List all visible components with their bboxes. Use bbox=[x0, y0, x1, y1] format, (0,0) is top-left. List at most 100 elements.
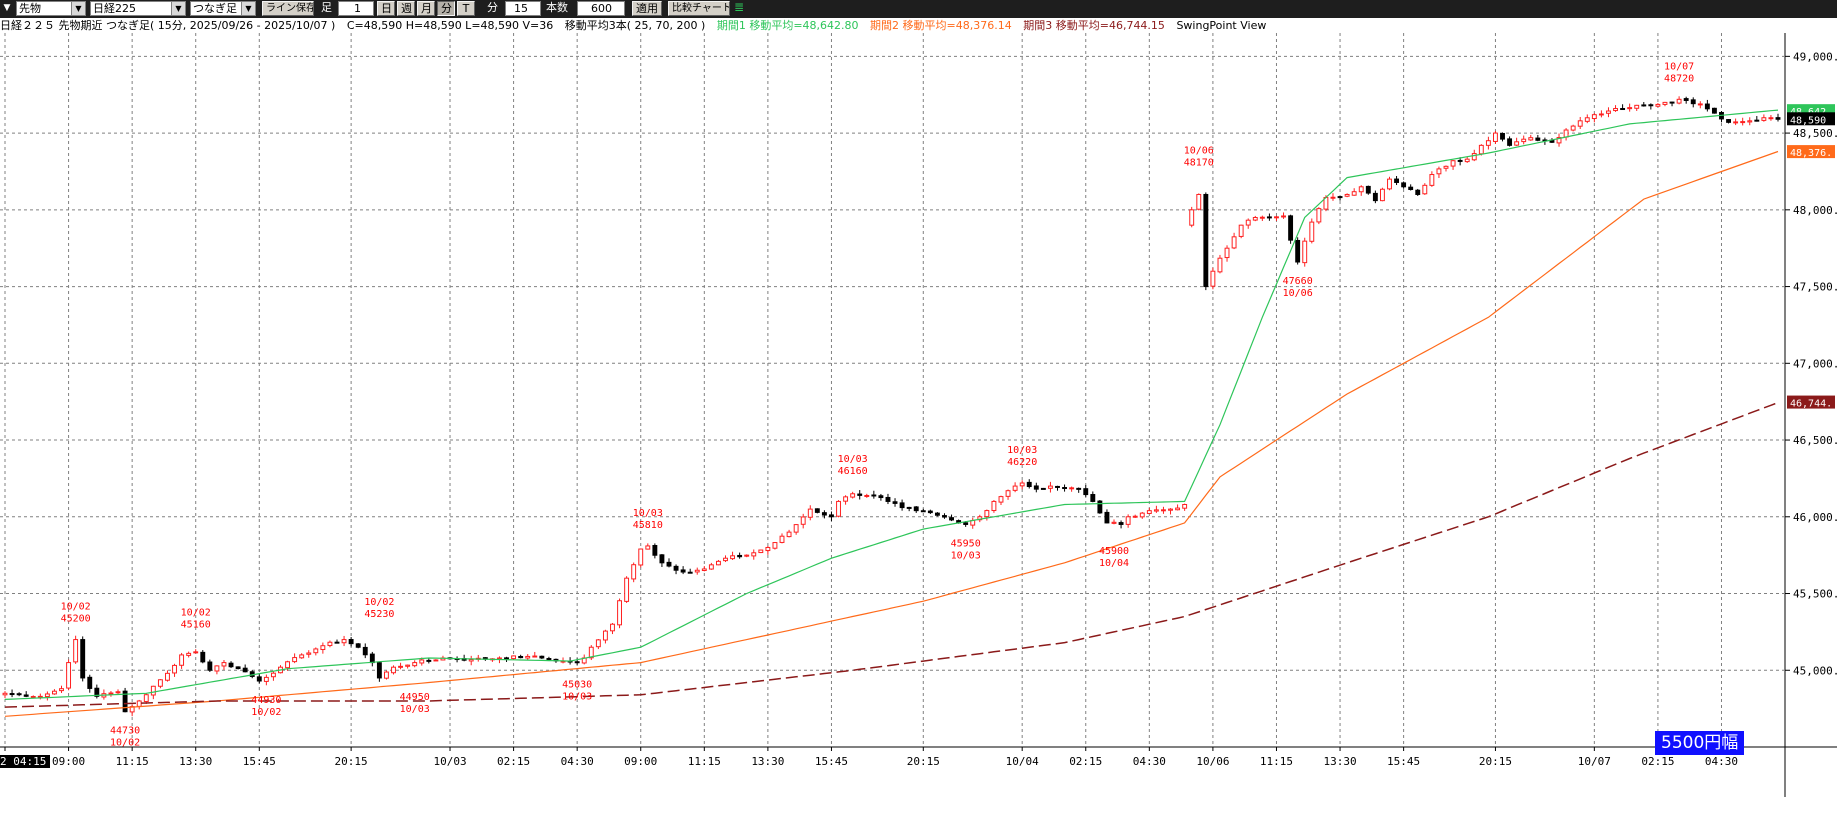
candle-up bbox=[1697, 103, 1703, 106]
swing-annotation-value: 45950 bbox=[951, 538, 981, 549]
candle-down bbox=[23, 694, 29, 697]
candle-up bbox=[1302, 240, 1308, 264]
day-button[interactable]: 日 bbox=[377, 1, 395, 16]
x-tick-label: 20:15 bbox=[335, 755, 368, 768]
candle-up bbox=[193, 651, 199, 654]
candle-down bbox=[539, 655, 545, 659]
candle-up bbox=[1634, 104, 1640, 109]
candle-down bbox=[1535, 137, 1541, 141]
compare-chart-button[interactable]: 比較チャート bbox=[668, 1, 730, 16]
candle-up bbox=[1189, 209, 1195, 226]
candle-up bbox=[807, 508, 813, 518]
candle-up bbox=[150, 685, 156, 696]
candle-up bbox=[708, 564, 714, 570]
swing-annotation-date: 10/06 bbox=[1184, 146, 1214, 157]
swing-annotation-value: 48720 bbox=[1664, 73, 1694, 84]
candle-up bbox=[772, 542, 778, 549]
candle-up bbox=[419, 659, 425, 664]
candle-down bbox=[1775, 117, 1781, 120]
interval-input[interactable]: 15 bbox=[505, 1, 541, 16]
candle-up bbox=[1556, 137, 1562, 144]
candle-up bbox=[327, 641, 333, 647]
candle-up bbox=[313, 648, 319, 654]
week-button[interactable]: 週 bbox=[397, 1, 415, 16]
candle-up bbox=[73, 639, 79, 663]
candle-up bbox=[1168, 508, 1173, 511]
candle-up bbox=[1132, 515, 1138, 518]
candle-up bbox=[1259, 216, 1265, 219]
candle-up bbox=[1471, 153, 1477, 161]
candle-down bbox=[1026, 481, 1032, 488]
candle-up bbox=[1238, 224, 1244, 237]
candle-up bbox=[1429, 174, 1435, 186]
count-input[interactable]: 600 bbox=[577, 1, 625, 16]
candle-up bbox=[66, 662, 72, 689]
candle-up bbox=[532, 655, 538, 658]
candle-up bbox=[1740, 121, 1746, 124]
market-select[interactable]: 先物 ▼ bbox=[16, 1, 86, 16]
x-tick-label: 13:30 bbox=[179, 755, 212, 768]
candle-up bbox=[1570, 125, 1576, 131]
candle-up bbox=[1330, 196, 1336, 199]
candle-down bbox=[885, 496, 891, 502]
candle-down bbox=[913, 506, 919, 512]
candle-up bbox=[638, 548, 644, 566]
foot-value-input[interactable]: 1 bbox=[338, 1, 374, 16]
menu-arrow-icon[interactable]: ▼ bbox=[3, 3, 11, 13]
candle-up bbox=[744, 554, 750, 557]
candle-up bbox=[511, 655, 517, 660]
candle-down bbox=[680, 569, 686, 573]
x-tick-label: 15:45 bbox=[1387, 755, 1420, 768]
candle-down bbox=[920, 510, 926, 513]
candle-down bbox=[1266, 216, 1272, 219]
candle-down bbox=[878, 495, 884, 499]
candle-down bbox=[906, 506, 912, 509]
swing-annotation-date: 10/03 bbox=[1007, 445, 1037, 456]
y-tick-label: 47,000. bbox=[1793, 357, 1837, 370]
y-tick-label: 47,500. bbox=[1793, 281, 1837, 294]
candle-down bbox=[1394, 178, 1400, 183]
apply-button[interactable]: 適用 bbox=[632, 1, 662, 16]
x-tick-label: 04:30 bbox=[1705, 755, 1738, 768]
y-tick-label: 45,500. bbox=[1793, 588, 1837, 601]
candle-up bbox=[186, 652, 192, 656]
swingpoint-view-label: SwingPoint View bbox=[1176, 19, 1267, 32]
swing-annotation-date: 10/02 bbox=[364, 597, 394, 608]
candle-up bbox=[44, 693, 50, 698]
swing-annotation-value: 47660 bbox=[1283, 276, 1313, 287]
minute-button[interactable]: 分 bbox=[437, 1, 455, 16]
x-tick-label: 02:15 bbox=[497, 755, 530, 768]
candle-down bbox=[1726, 119, 1731, 123]
candle-up bbox=[1316, 208, 1322, 223]
candle-up bbox=[1450, 160, 1456, 167]
candle-down bbox=[1507, 138, 1513, 146]
candlestick-chart[interactable]: 45,000. 45,500. 46,000. 46,500. 47,000. 47,50… bbox=[0, 33, 1837, 814]
candle-up bbox=[1153, 509, 1159, 512]
candle-down bbox=[546, 658, 552, 661]
candle-up bbox=[383, 671, 389, 679]
candle-down bbox=[369, 653, 375, 664]
candle-up bbox=[624, 577, 630, 602]
indicator-lines-icon[interactable]: ≣ bbox=[734, 1, 745, 14]
candle-up bbox=[850, 493, 856, 498]
candle-up bbox=[1613, 108, 1618, 112]
candle-down bbox=[574, 661, 580, 664]
candle-down bbox=[504, 657, 509, 660]
candle-up bbox=[694, 569, 700, 573]
candle-down bbox=[1033, 485, 1039, 490]
candle-down bbox=[1076, 487, 1082, 490]
candle-up bbox=[1528, 137, 1534, 141]
swing-annotation-date: 10/03 bbox=[951, 550, 981, 561]
tick-button[interactable]: T bbox=[457, 1, 475, 16]
swing-annotation-date: 10/02 bbox=[61, 602, 91, 613]
x-current-label-bg bbox=[0, 755, 50, 768]
month-button[interactable]: 月 bbox=[417, 1, 435, 16]
candle-down bbox=[1754, 119, 1760, 122]
candle-up bbox=[179, 654, 185, 666]
index-select[interactable]: 日経225 ▼ bbox=[90, 1, 186, 16]
candle-down bbox=[348, 639, 354, 645]
candle-up bbox=[617, 600, 622, 626]
line-save-button[interactable]: ライン保存 bbox=[262, 1, 314, 16]
type-select[interactable]: つなぎ足 ▼ bbox=[190, 1, 256, 16]
candle-up bbox=[468, 659, 474, 662]
